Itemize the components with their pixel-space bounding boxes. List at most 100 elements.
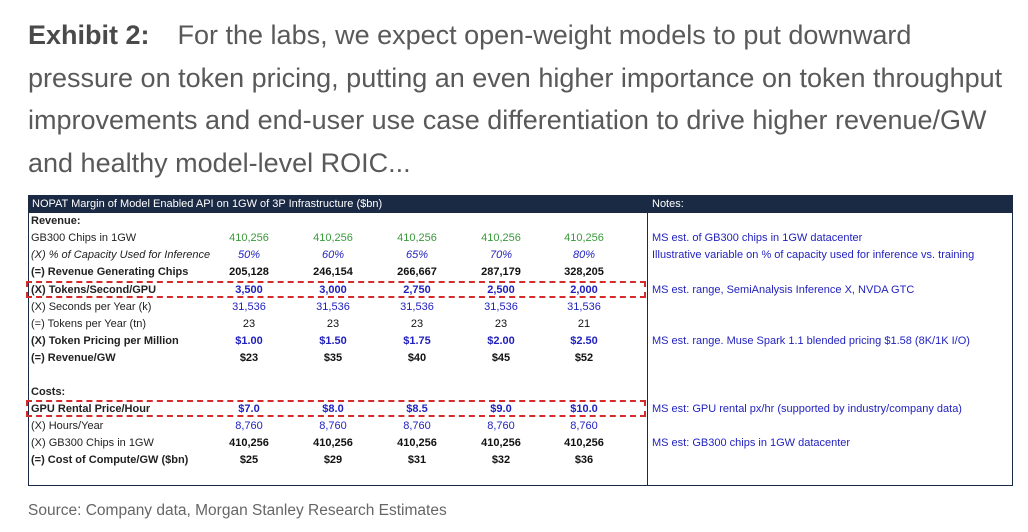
row-label: (X) Seconds per Year (k) xyxy=(31,301,152,313)
exhibit-label: Exhibit 2: xyxy=(28,20,150,50)
table-row: Revenue: xyxy=(29,213,647,230)
cell: $23 xyxy=(239,352,259,364)
cell: $1.50 xyxy=(319,335,347,347)
row-label: GB300 Chips in 1GW xyxy=(31,232,137,244)
cell: 8,760 xyxy=(235,420,263,432)
row-label: (=) Cost of Compute/GW ($bn) xyxy=(31,454,189,466)
cell: 65% xyxy=(405,249,429,261)
cell: 410,256 xyxy=(481,232,521,244)
row-label: (X) Tokens/Second/GPU xyxy=(31,284,157,296)
exhibit-headline: Exhibit 2: For the labs, we expect open-w… xyxy=(28,14,1018,184)
cell: $45 xyxy=(491,352,511,364)
cell: 31,536 xyxy=(567,301,601,313)
cell: 8,760 xyxy=(570,420,598,432)
cell: 60% xyxy=(321,249,345,261)
table-row: Costs: xyxy=(29,384,647,401)
row-label: (X) Token Pricing per Million xyxy=(31,335,179,347)
cell: 410,256 xyxy=(481,437,521,449)
cell: 266,667 xyxy=(397,266,437,278)
cell: $31 xyxy=(407,454,427,466)
cell: 410,256 xyxy=(564,232,604,244)
cell: $32 xyxy=(491,454,511,466)
data-table: NOPAT Margin of Model Enabled API on 1GW… xyxy=(28,195,1013,486)
cell: 410,256 xyxy=(313,437,353,449)
cell: $40 xyxy=(407,352,427,364)
table-row: (=) Cost of Compute/GW ($bn) $25 $29 $31… xyxy=(29,452,647,469)
cell: 410,256 xyxy=(229,437,269,449)
note-chips: MS est. of GB300 chips in 1GW datacenter xyxy=(652,232,863,244)
cell: 3,500 xyxy=(235,284,263,296)
notes-panel: Notes: MS est. of GB300 chips in 1GW dat… xyxy=(647,196,1012,485)
cell: $9.0 xyxy=(490,403,512,415)
cell: $1.00 xyxy=(235,335,263,347)
costs-section-label: Costs: xyxy=(31,386,66,398)
table-row: (X) GB300 Chips in 1GW 410,256 410,256 4… xyxy=(29,435,647,452)
table-row: (X) Token Pricing per Million $1.00 $1.5… xyxy=(29,333,647,350)
cell: 80% xyxy=(572,249,596,261)
cell: 50% xyxy=(237,249,261,261)
table-row: GPU Rental Price/Hour $7.0 $8.0 $8.5 $9.… xyxy=(29,401,647,418)
highlight-tokens-row xyxy=(26,281,646,298)
cell: $2.00 xyxy=(487,335,515,347)
cell: $2.50 xyxy=(570,335,598,347)
cell: $29 xyxy=(323,454,343,466)
row-label: (=) Tokens per Year (tn) xyxy=(31,318,147,330)
cell: 31,536 xyxy=(484,301,518,313)
cell: 21 xyxy=(577,318,591,330)
cell: 287,179 xyxy=(481,266,521,278)
note-capacity: Illustrative variable on % of capacity u… xyxy=(652,249,975,261)
cell: $8.5 xyxy=(406,403,428,415)
cell: 70% xyxy=(489,249,513,261)
row-label: (X) % of Capacity Used for Inference xyxy=(31,249,211,261)
cell: 23 xyxy=(326,318,340,330)
cell: 31,536 xyxy=(316,301,350,313)
cell: 23 xyxy=(242,318,256,330)
cell: $35 xyxy=(323,352,343,364)
cell: $25 xyxy=(239,454,259,466)
cell: 410,256 xyxy=(564,437,604,449)
row-label: (=) Revenue Generating Chips xyxy=(31,266,189,278)
table-row: GB300 Chips in 1GW 410,256 410,256 410,2… xyxy=(29,230,647,247)
cell: 8,760 xyxy=(487,420,515,432)
cell: 31,536 xyxy=(400,301,434,313)
cell: 205,128 xyxy=(229,266,269,278)
cell: 410,256 xyxy=(313,232,353,244)
table-row: (=) Revenue/GW $23 $35 $40 $45 $52 xyxy=(29,350,647,367)
cell: 8,760 xyxy=(403,420,431,432)
cell: $7.0 xyxy=(238,403,260,415)
cell: 23 xyxy=(494,318,508,330)
note-pricing: MS est. range. Muse Spark 1.1 blended pr… xyxy=(652,335,970,347)
cell: $52 xyxy=(574,352,594,364)
notes-header: Notes: xyxy=(648,196,1012,213)
source-note: Source: Company data, Morgan Stanley Res… xyxy=(28,502,447,519)
highlight-gpu-rental-row xyxy=(26,400,646,417)
cell: 31,536 xyxy=(232,301,266,313)
table-row: (X) Seconds per Year (k) 31,536 31,536 3… xyxy=(29,299,647,316)
cell: $36 xyxy=(574,454,594,466)
cell: 23 xyxy=(410,318,424,330)
table-main: NOPAT Margin of Model Enabled API on 1GW… xyxy=(29,196,647,485)
table-row: (=) Tokens per Year (tn) 23 23 23 23 21 xyxy=(29,316,647,333)
cell: 2,000 xyxy=(570,284,598,296)
cell: $8.0 xyxy=(322,403,344,415)
cell: 410,256 xyxy=(229,232,269,244)
row-label: (=) Revenue/GW xyxy=(31,352,116,364)
cell: 2,500 xyxy=(487,284,515,296)
table-row: (=) Revenue Generating Chips 205,128 246… xyxy=(29,264,647,281)
cell: 410,256 xyxy=(397,232,437,244)
cell: $1.75 xyxy=(403,335,431,347)
cell: 246,154 xyxy=(313,266,353,278)
cell: 328,205 xyxy=(564,266,604,278)
row-label: (X) Hours/Year xyxy=(31,420,104,432)
cell: 3,000 xyxy=(319,284,347,296)
cell: $10.0 xyxy=(570,403,598,415)
table-row: (X) Tokens/Second/GPU 3,500 3,000 2,750 … xyxy=(29,282,647,299)
row-label: GPU Rental Price/Hour xyxy=(31,403,151,415)
note-tokens: MS est. range, SemiAnalysis Inference X,… xyxy=(652,284,915,296)
exhibit-text: For the labs, we expect open-weight mode… xyxy=(28,20,1003,178)
table-title: NOPAT Margin of Model Enabled API on 1GW… xyxy=(29,196,647,213)
cell: 410,256 xyxy=(397,437,437,449)
note-gpu-rental: MS est: GPU rental px/hr (supported by i… xyxy=(652,403,962,415)
cell: 8,760 xyxy=(319,420,347,432)
note-chips-cost: MS est: GB300 chips in 1GW datacenter xyxy=(652,437,851,449)
